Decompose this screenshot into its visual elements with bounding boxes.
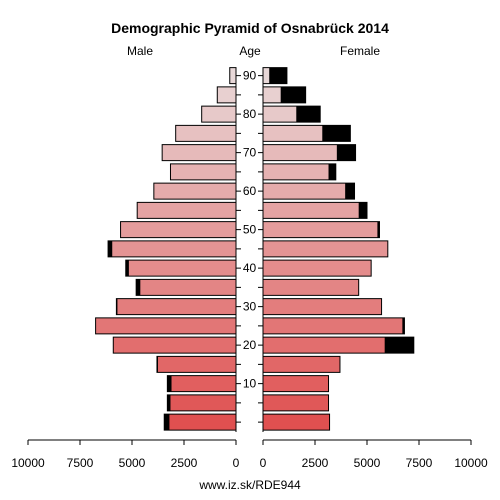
male-bar-85-89 bbox=[216, 86, 237, 104]
male-x-tick-label-2500: 2500 bbox=[171, 456, 198, 470]
age-label: Age bbox=[239, 44, 261, 58]
male-bar-50-54 bbox=[120, 221, 237, 239]
female-bar-extra-60-64 bbox=[345, 183, 355, 200]
female-bar-15-19 bbox=[262, 355, 341, 373]
male-bar-40-44 bbox=[125, 259, 237, 277]
male-bar-extra-45-49 bbox=[108, 240, 113, 257]
male-x-tick-label-7500: 7500 bbox=[67, 456, 94, 470]
male-x-tick-label-10000: 10000 bbox=[11, 456, 45, 470]
male-bar-10-14 bbox=[166, 375, 237, 393]
female-x-tick-label-2500: 2500 bbox=[302, 456, 329, 470]
male-bar-5-9 bbox=[166, 394, 237, 412]
male-bar-90+ bbox=[229, 67, 237, 85]
male-bar-extra-40-44 bbox=[125, 260, 129, 277]
female-bar-extra-70-74 bbox=[336, 144, 356, 161]
age-tick-label-20: 20 bbox=[243, 338, 257, 352]
age-tick-label-10: 10 bbox=[243, 377, 257, 391]
footer-source: www.iz.sk/RDE944 bbox=[198, 478, 301, 492]
male-bar-75-79 bbox=[175, 124, 237, 142]
male-x-tick-label-5000: 5000 bbox=[119, 456, 146, 470]
male-label: Male bbox=[127, 44, 153, 58]
female-x-tick-label-0: 0 bbox=[260, 456, 267, 470]
female-x-tick-label-7500: 7500 bbox=[406, 456, 433, 470]
age-tick-label-50: 50 bbox=[243, 223, 257, 237]
male-bar-70-74 bbox=[161, 144, 237, 162]
age-tick-label-80: 80 bbox=[243, 107, 257, 121]
age-tick-label-40: 40 bbox=[243, 261, 257, 275]
female-bar-55-59 bbox=[262, 201, 368, 219]
female-bar-extra-80-84 bbox=[296, 106, 321, 123]
male-bar-0-4 bbox=[163, 413, 237, 431]
female-bar-extra-90+ bbox=[269, 67, 287, 84]
male-bar-55-59 bbox=[136, 201, 237, 219]
female-bar-30-34 bbox=[262, 298, 383, 316]
male-bar-extra-35-39 bbox=[136, 279, 141, 296]
male-bar-15-19 bbox=[156, 355, 237, 373]
female-bar-extra-25-29 bbox=[402, 317, 405, 334]
male-bar-25-29 bbox=[95, 317, 237, 335]
female-bar-extra-65-69 bbox=[328, 163, 336, 180]
chart-title: Demographic Pyramid of Osnabrück 2014 bbox=[111, 20, 389, 36]
male-bar-80-84 bbox=[201, 105, 237, 123]
axes-group: 10 20 30 40 50 60 70 80 90 0 0 2500 2500 5000 5000 7500… bbox=[11, 68, 488, 470]
female-bar-0-4 bbox=[262, 413, 331, 431]
male-bar-extra-10-14 bbox=[167, 375, 172, 392]
female-label: Female bbox=[340, 44, 380, 58]
female-bar-25-29 bbox=[262, 317, 405, 335]
male-bar-30-34 bbox=[115, 298, 237, 316]
female-bar-60-64 bbox=[262, 182, 356, 200]
male-bar-35-39 bbox=[135, 278, 237, 296]
age-tick-label-30: 30 bbox=[243, 300, 257, 314]
female-bar-50-54 bbox=[262, 221, 380, 239]
male-x-tick-label-0: 0 bbox=[233, 456, 240, 470]
male-bar-60-64 bbox=[153, 182, 237, 200]
bars-group bbox=[95, 67, 415, 431]
age-tick-label-90: 90 bbox=[243, 69, 257, 83]
female-bar-40-44 bbox=[262, 259, 372, 277]
female-x-tick-label-5000: 5000 bbox=[354, 456, 381, 470]
male-bar-extra-15-19 bbox=[156, 356, 158, 373]
age-tick-label-60: 60 bbox=[243, 184, 257, 198]
male-bar-65-69 bbox=[169, 163, 237, 181]
female-bar-10-14 bbox=[262, 375, 330, 393]
male-bar-extra-0-4 bbox=[164, 414, 170, 431]
age-tick-label-70: 70 bbox=[243, 146, 257, 160]
female-bar-extra-20-24 bbox=[384, 337, 414, 354]
female-x-tick-label-10000: 10000 bbox=[454, 456, 488, 470]
female-bar-extra-50-54 bbox=[377, 221, 380, 238]
male-bar-extra-30-34 bbox=[116, 298, 118, 315]
female-bar-65-69 bbox=[262, 163, 337, 181]
male-bar-45-49 bbox=[107, 240, 237, 258]
female-bar-extra-85-89 bbox=[280, 86, 306, 103]
female-bar-5-9 bbox=[262, 394, 330, 412]
male-bar-extra-5-9 bbox=[167, 394, 171, 411]
female-bar-extra-55-59 bbox=[358, 202, 367, 219]
female-bar-45-49 bbox=[262, 240, 389, 258]
female-bar-35-39 bbox=[262, 278, 360, 296]
female-bar-extra-75-79 bbox=[322, 125, 351, 142]
male-bar-20-24 bbox=[112, 336, 237, 354]
